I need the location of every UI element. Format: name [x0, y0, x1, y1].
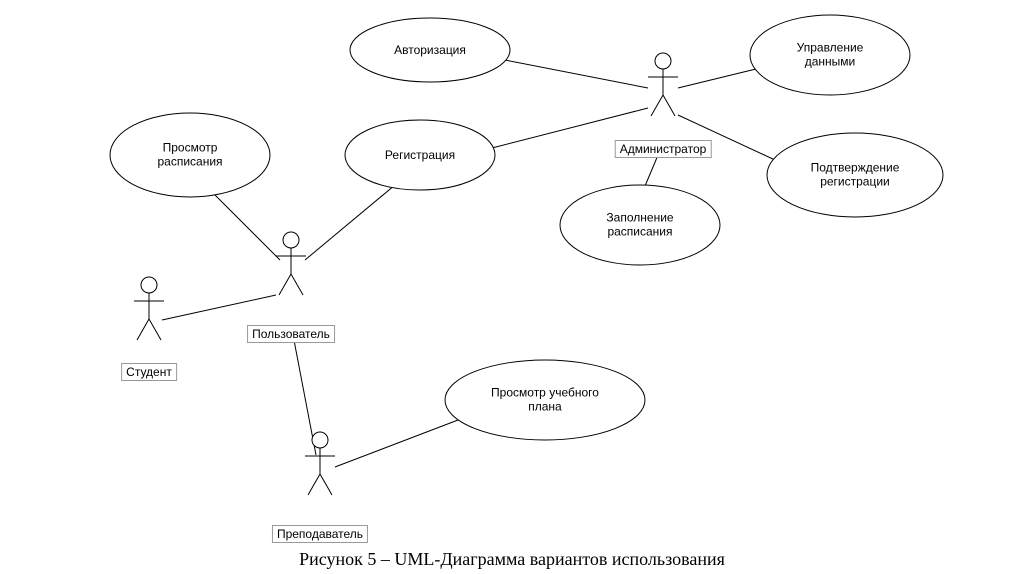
- actor-label-student: Студент: [121, 363, 177, 381]
- actor-admin: [648, 53, 678, 116]
- actor-label-user: Пользователь: [247, 325, 335, 343]
- actor-label-admin: Администратор: [615, 140, 712, 158]
- edge: [162, 295, 276, 320]
- edge: [335, 420, 458, 467]
- usecase-label-fill_schedule: Заполнение расписания: [606, 211, 673, 240]
- actor-label-teacher: Преподаватель: [272, 525, 368, 543]
- actor-user: [276, 232, 306, 295]
- usecase-label-confirm_reg: Подтверждение регистрации: [811, 161, 900, 190]
- figure-caption: Рисунок 5 – UML-Диаграмма вариантов испо…: [0, 549, 1024, 570]
- usecase-label-view_schedule: Просмотр расписания: [157, 141, 222, 170]
- use-case-diagram-svg: [0, 0, 1024, 574]
- usecase-label-manage_data: Управление данными: [797, 41, 864, 70]
- actor-student: [134, 277, 164, 340]
- edge: [215, 195, 280, 260]
- usecase-label-authorization: Авторизация: [394, 43, 466, 57]
- edge: [305, 185, 395, 260]
- usecase-label-view_plan: Просмотр учебного плана: [491, 386, 599, 415]
- edge: [678, 68, 760, 88]
- edge: [505, 60, 648, 88]
- actor-teacher: [305, 432, 335, 495]
- usecase-label-registration: Регистрация: [385, 148, 455, 162]
